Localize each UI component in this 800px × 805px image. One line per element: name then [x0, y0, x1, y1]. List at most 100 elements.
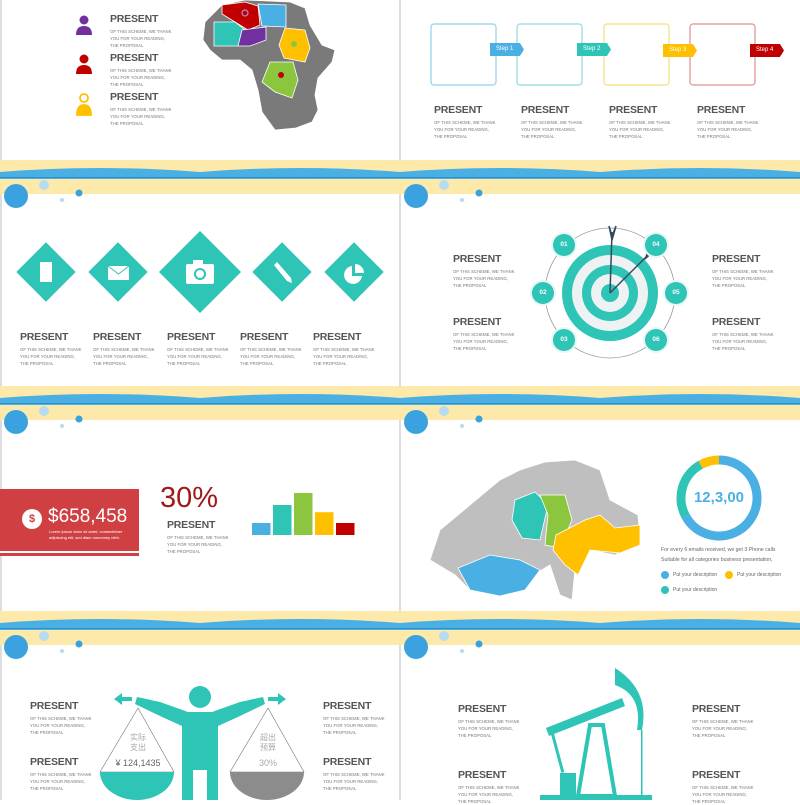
- bubble: [439, 631, 449, 641]
- block-title: PRESENT: [434, 104, 483, 116]
- present-block: PRESENT OF THIS SCHEME, WE THANK YOU FOR …: [697, 104, 787, 140]
- right-pan: [230, 772, 304, 800]
- donut-value: 12,3,00: [693, 489, 745, 506]
- wave-line: [0, 177, 800, 178]
- arrow-left-icon: [114, 693, 132, 705]
- target-diagram: [544, 225, 676, 359]
- bubble: [404, 410, 428, 434]
- block-title: PRESENT: [521, 104, 570, 116]
- block-title: PRESENT: [167, 331, 216, 343]
- block-title: PRESENT: [30, 756, 79, 768]
- bubble: [75, 189, 83, 197]
- bubble: [404, 184, 428, 208]
- pan-label-line: 支出: [130, 743, 146, 752]
- step-1-tag: Step 1: [490, 43, 524, 56]
- block-body: OF THIS SCHEME, WE THANK YOU FOR YOUR RE…: [240, 347, 302, 366]
- present-block: PRESENT OF THIS SCHEME, WE THANK YOU FOR …: [712, 253, 800, 289]
- block-title: PRESENT: [712, 316, 761, 328]
- legend-item-blue: Put your description: [661, 571, 717, 579]
- bubble: [475, 640, 483, 648]
- block-body: OF THIS SCHEME, WE THANK YOU FOR YOUR RE…: [692, 719, 754, 738]
- wave-line: [0, 628, 800, 629]
- block-title: PRESENT: [692, 769, 741, 781]
- present-block: PRESENT OF THIS SCHEME, WE THANK YOU FOR …: [323, 756, 413, 792]
- block-title: PRESENT: [697, 104, 746, 116]
- bubble: [39, 406, 49, 416]
- arrow-right-icon: [268, 693, 286, 705]
- present-block: PRESENT OF THIS SCHEME, WE THANK YOU FOR …: [458, 703, 548, 739]
- oil-pump-icon: [540, 668, 652, 800]
- bubble: [60, 198, 64, 202]
- wave: [0, 168, 800, 179]
- bubble: [75, 415, 83, 423]
- left-pan-value: ¥ 124,1435: [115, 758, 161, 768]
- legend-label: Put your description: [737, 572, 782, 578]
- present-block: PRESENT OF THIS SCHEME, WE THANK YOU FOR …: [167, 331, 257, 367]
- legend-label: Put your description: [673, 587, 718, 593]
- block-body: OF THIS SCHEME, WE THANK YOU FOR YOUR RE…: [30, 772, 92, 791]
- block-body: OF THIS SCHEME, WE THANK YOU FOR YOUR RE…: [434, 120, 496, 139]
- legend-item-teal: Put your description: [661, 586, 717, 594]
- target-number-04: 04: [645, 234, 667, 256]
- block-title: PRESENT: [240, 331, 289, 343]
- legend-item-yellow: Put your description: [725, 571, 781, 579]
- wave: [0, 619, 800, 630]
- envelope-icon: [107, 265, 130, 280]
- bar-1: [252, 523, 271, 535]
- pie-chart-icon: [344, 264, 364, 284]
- pencil-icon: [274, 262, 292, 283]
- donut-chart: [676, 455, 762, 541]
- bubble: [4, 410, 28, 434]
- block-title: PRESENT: [712, 253, 761, 265]
- bubble: [4, 635, 28, 659]
- block-body: OF THIS SCHEME, WE THANK YOU FOR YOUR RE…: [313, 347, 375, 366]
- block-title: PRESENT: [453, 316, 502, 328]
- block-body: OF THIS SCHEME, WE THANK YOU FOR YOUR RE…: [712, 332, 774, 351]
- balance-figure: [99, 686, 305, 800]
- pan-label-line: 实际: [130, 733, 146, 742]
- wave: [0, 394, 800, 405]
- present-block: PRESENT OF THIS SCHEME, WE THANK YOU FOR …: [93, 331, 183, 367]
- present-block: PRESENT OF THIS SCHEME, WE THANK YOU FOR …: [609, 104, 699, 140]
- target-number-01: 01: [553, 234, 575, 256]
- present-block: PRESENT OF THIS SCHEME, WE THANK YOU FOR …: [453, 316, 543, 352]
- target-number-06: 06: [645, 329, 667, 351]
- block-body: OF THIS SCHEME, WE THANK YOU FOR YOUR RE…: [110, 29, 172, 48]
- block-body: OF THIS SCHEME, WE THANK YOU FOR YOUR RE…: [167, 347, 229, 366]
- legend-dot: [661, 586, 669, 594]
- legend-dot: [661, 571, 669, 579]
- donut-segment-3: [698, 455, 720, 469]
- step-4-tag: Step 4: [750, 44, 784, 57]
- bubble: [60, 424, 64, 428]
- block-body: OF THIS SCHEME, WE THANK YOU FOR YOUR RE…: [458, 719, 520, 738]
- block-body: OF THIS SCHEME, WE THANK YOU FOR YOUR RE…: [692, 785, 754, 804]
- present-block: PRESENT OF THIS SCHEME, WE THANK YOU FOR …: [167, 519, 257, 555]
- target-number-03: 03: [553, 329, 575, 351]
- bar-3: [294, 493, 313, 535]
- bubble: [60, 649, 64, 653]
- switzerland-map: [429, 459, 641, 601]
- bubble: [475, 415, 483, 423]
- bar-chart: [252, 493, 355, 535]
- block-body: OF THIS SCHEME, WE THANK YOU FOR YOUR RE…: [453, 269, 515, 288]
- bubble: [475, 189, 483, 197]
- bubble: [460, 198, 464, 202]
- block-title: PRESENT: [110, 13, 159, 25]
- bar-4: [315, 512, 334, 535]
- description-line-1: For every 6 emails received, we get 3 Ph…: [661, 547, 776, 553]
- present-block: PRESENT OF THIS SCHEME, WE THANK YOU FOR …: [110, 52, 200, 88]
- bubble: [460, 649, 464, 653]
- percent-value: 30%: [160, 482, 219, 514]
- present-block: PRESENT OF THIS SCHEME, WE THANK YOU FOR …: [110, 13, 200, 49]
- block-title: PRESENT: [30, 700, 79, 712]
- block-body: OF THIS SCHEME, WE THANK YOU FOR YOUR RE…: [453, 332, 515, 351]
- present-block: PRESENT OF THIS SCHEME, WE THANK YOU FOR …: [434, 104, 524, 140]
- block-title: PRESENT: [20, 331, 69, 343]
- bubble: [4, 184, 28, 208]
- block-title: PRESENT: [93, 331, 142, 343]
- block-body: OF THIS SCHEME, WE THANK YOU FOR YOUR RE…: [609, 120, 671, 139]
- bubble: [75, 640, 83, 648]
- bubble: [439, 406, 449, 416]
- block-title: PRESENT: [458, 703, 507, 715]
